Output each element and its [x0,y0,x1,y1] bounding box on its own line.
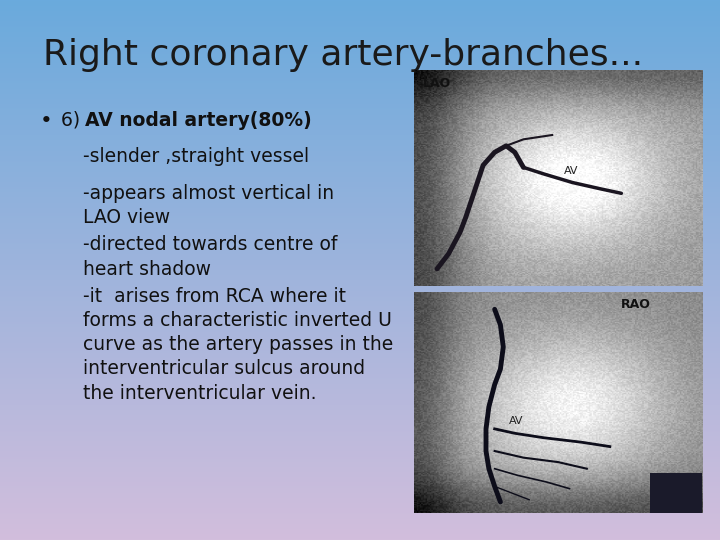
Text: AV: AV [509,416,523,427]
Text: 6): 6) [61,111,86,130]
Text: AV: AV [564,166,578,176]
Bar [650,473,702,513]
Text: -it  arises from RCA where it
forms a characteristic inverted U
curve as the art: -it arises from RCA where it forms a cha… [83,287,393,403]
Text: Right coronary artery-branches...: Right coronary artery-branches... [43,38,644,72]
Text: -directed towards centre of
heart shadow: -directed towards centre of heart shadow [83,235,337,279]
Text: •: • [40,111,53,131]
Text: LAO: LAO [423,77,451,90]
Text: AV nodal artery(80%): AV nodal artery(80%) [85,111,312,130]
Text: RAO: RAO [621,298,651,311]
Text: -appears almost vertical in
LAO view: -appears almost vertical in LAO view [83,184,334,227]
Text: -slender ,straight vessel: -slender ,straight vessel [83,147,309,166]
